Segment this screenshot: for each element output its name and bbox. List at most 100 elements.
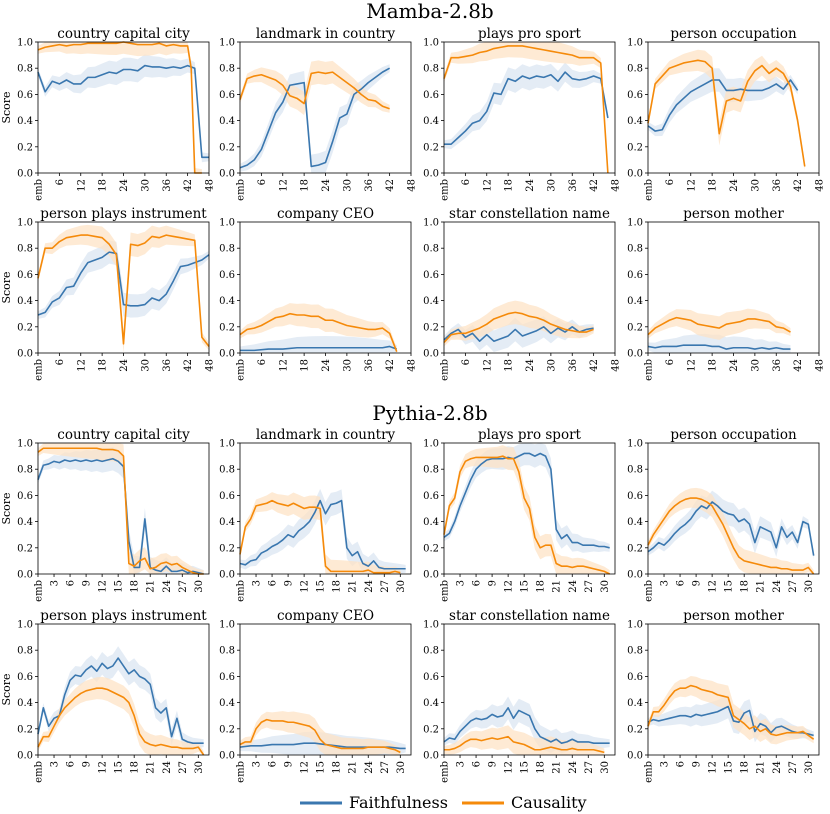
y-tick-label: 0.6 xyxy=(219,672,235,683)
y-tick-label: 0.0 xyxy=(627,169,643,180)
chart-title: star constellation name xyxy=(449,608,610,624)
causality-band xyxy=(444,300,594,347)
x-tick-label: emb xyxy=(440,761,451,783)
x-tick-label: 9 xyxy=(82,761,93,767)
x-tick-label: emb xyxy=(644,179,655,201)
causality-band xyxy=(648,675,814,745)
y-tick-label: 1.0 xyxy=(219,439,235,450)
chart-title: landmark in country xyxy=(256,427,396,443)
faithfulness-band xyxy=(444,696,610,754)
y-tick-label: 0.4 xyxy=(219,116,235,127)
chart-title: person occupation xyxy=(670,427,797,443)
x-tick-label: 3 xyxy=(660,761,671,767)
x-tick-label: 30 xyxy=(194,580,205,593)
x-tick-label: emb xyxy=(236,761,247,783)
x-tick-label: 12 xyxy=(708,761,719,774)
y-tick-label: 0.2 xyxy=(17,724,33,735)
y-tick-label: 0.2 xyxy=(627,142,643,153)
x-tick-label: 18 xyxy=(300,359,311,372)
causality-band xyxy=(38,224,209,353)
x-tick-label: emb xyxy=(440,359,451,381)
y-tick-label: 1.0 xyxy=(17,620,33,631)
x-tick-label: 12 xyxy=(278,359,289,372)
faithfulness-line xyxy=(240,345,398,352)
y-tick-label: 0.8 xyxy=(627,64,643,75)
chart-title: person occupation xyxy=(670,26,797,42)
y-tick-label: 0.0 xyxy=(219,570,235,581)
y-tick-label: 0.8 xyxy=(627,465,643,476)
x-tick-label: 24 xyxy=(321,179,332,192)
x-tick-label: 15 xyxy=(114,761,125,774)
y-tick-label: 0.6 xyxy=(219,270,235,281)
x-tick-label: 12 xyxy=(686,179,697,192)
x-tick-label: 6 xyxy=(268,761,279,767)
y-tick-label: 0.0 xyxy=(219,349,235,360)
y-tick-label: 0.6 xyxy=(627,491,643,502)
y-tick-label: 1.0 xyxy=(219,38,235,49)
x-tick-label: 6 xyxy=(461,179,472,185)
causality-line xyxy=(443,311,594,344)
causality-line xyxy=(239,718,401,754)
y-axis-label: Score xyxy=(0,673,13,705)
y-tick-label: 0.6 xyxy=(423,270,439,281)
chart-panel: company CEO 0.0 0.2 0.4 0.6 0.8 1.0 emb 6 12 18 24 3… xyxy=(219,206,417,381)
x-tick-label: 9 xyxy=(82,580,93,586)
x-tick-label: 6 xyxy=(55,359,66,365)
x-tick-label: 42 xyxy=(793,179,804,192)
x-tick-label: 6 xyxy=(665,359,676,365)
x-tick-label: 24 xyxy=(364,580,375,593)
x-tick-label: emb xyxy=(34,359,45,381)
y-tick-label: 0.4 xyxy=(219,698,235,709)
x-tick-label: 18 xyxy=(332,580,343,593)
x-tick-label: 42 xyxy=(589,359,600,372)
x-tick-label: 12 xyxy=(482,359,493,372)
x-tick-label: 21 xyxy=(348,761,359,774)
x-tick-label: 27 xyxy=(584,761,595,774)
chart-title: person mother xyxy=(683,206,784,222)
x-tick-label: 27 xyxy=(788,580,799,593)
chart-title: plays pro sport xyxy=(478,427,582,443)
y-tick-label: 1.0 xyxy=(627,38,643,49)
faithfulness-line xyxy=(647,344,791,350)
y-tick-label: 0.2 xyxy=(423,724,439,735)
y-tick-label: 1.0 xyxy=(627,620,643,631)
x-tick-label: 48 xyxy=(611,179,622,192)
chart-panel: star constellation name 0.0 0.2 0.4 0.6 0.8 1.… xyxy=(423,206,621,381)
x-tick-label: 9 xyxy=(692,761,703,767)
y-tick-label: 0.2 xyxy=(627,543,643,554)
x-tick-label: 42 xyxy=(385,179,396,192)
x-tick-label: 18 xyxy=(130,580,141,593)
x-tick-label: 24 xyxy=(119,179,130,192)
y-tick-label: 0.0 xyxy=(17,169,33,180)
x-tick-label: 42 xyxy=(183,179,194,192)
y-tick-label: 0.0 xyxy=(423,349,439,360)
chart-title: star constellation name xyxy=(449,206,610,222)
causality-band xyxy=(444,725,605,755)
x-tick-label: emb xyxy=(644,580,655,602)
faithfulness-line xyxy=(647,79,799,132)
faithfulness-line xyxy=(444,71,609,145)
y-tick-label: 0.4 xyxy=(17,517,33,528)
faithfulness-band xyxy=(38,447,204,574)
chart-panel: person occupation 0.0 0.2 0.4 0.6 0.8 1.0 emb 6 1… xyxy=(627,26,825,201)
y-axis-label: Score xyxy=(0,492,13,524)
x-tick-label: 30 xyxy=(804,761,815,774)
x-tick-label: 21 xyxy=(756,580,767,593)
y-tick-label: 0.0 xyxy=(423,751,439,762)
y-tick-label: 1.0 xyxy=(17,38,33,49)
x-tick-label: 15 xyxy=(114,580,125,593)
y-tick-label: 0.6 xyxy=(627,672,643,683)
causality-band xyxy=(240,711,401,755)
x-tick-label: 42 xyxy=(183,359,194,372)
y-tick-label: 0.8 xyxy=(219,64,235,75)
x-tick-label: 30 xyxy=(140,359,151,372)
x-tick-label: 18 xyxy=(740,761,751,774)
axes-frame xyxy=(239,623,412,756)
x-tick-label: 24 xyxy=(568,580,579,593)
x-tick-label: 15 xyxy=(724,580,735,593)
x-tick-label: 48 xyxy=(407,359,418,372)
chart-panel: plays pro sport 0.0 0.2 0.4 0.6 0.8 1.0 emb 6 12 1… xyxy=(423,26,621,201)
causality-line xyxy=(239,71,390,110)
causality-band xyxy=(648,308,791,340)
